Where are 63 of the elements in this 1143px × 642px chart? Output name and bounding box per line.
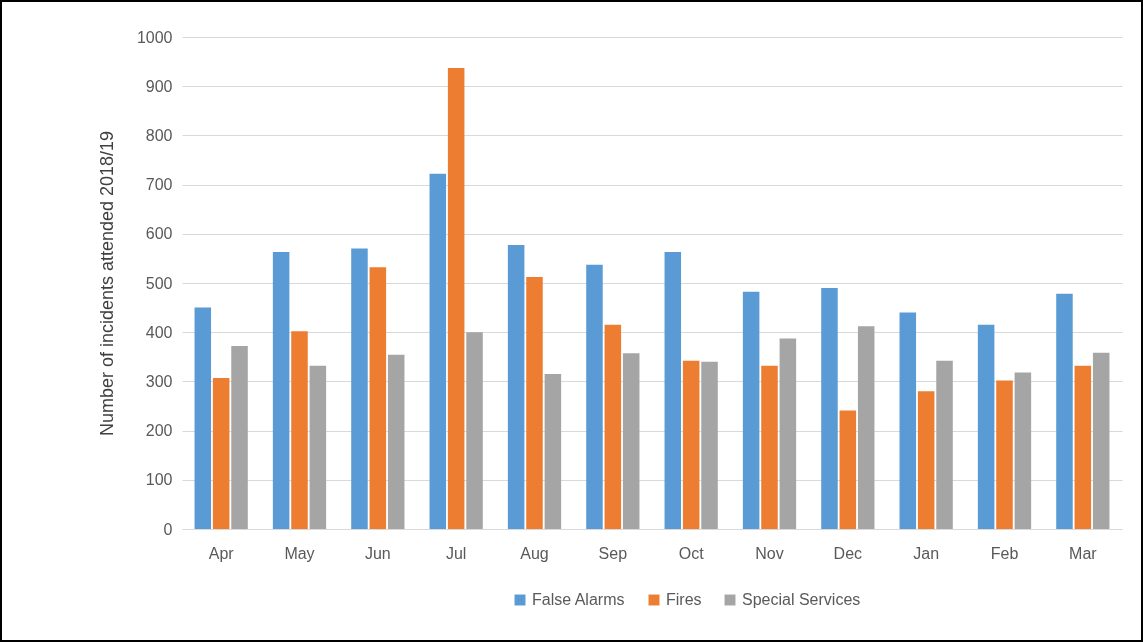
- bar: [917, 391, 935, 529]
- y-tick-label: 400: [145, 323, 173, 341]
- bar: [779, 338, 797, 529]
- bar: [194, 307, 212, 529]
- bar: [507, 245, 525, 529]
- legend-label: Special Services: [742, 591, 861, 608]
- bar: [742, 291, 760, 529]
- bar: [701, 361, 718, 529]
- bar: [231, 345, 248, 529]
- y-tick-label: 200: [145, 422, 173, 440]
- bar: [936, 360, 953, 529]
- bar: [291, 331, 308, 529]
- bar: [212, 377, 230, 529]
- x-tick-label: Mar: [1069, 544, 1098, 562]
- bar: [664, 252, 682, 529]
- y-tick-label: 0: [163, 520, 173, 538]
- bar: [996, 380, 1013, 529]
- bar: [899, 312, 917, 529]
- y-tick-label: 600: [145, 225, 173, 243]
- x-tick-label: Jul: [445, 544, 467, 562]
- y-tick-label: 900: [145, 77, 173, 95]
- bar: [839, 410, 857, 529]
- bar: [977, 324, 995, 529]
- bar: [387, 354, 405, 529]
- bar: [682, 360, 700, 529]
- x-tick-label: Dec: [833, 544, 863, 562]
- bar: [1092, 352, 1110, 529]
- bar: [586, 264, 603, 529]
- bar: [369, 267, 387, 529]
- bar: [466, 332, 483, 529]
- x-tick-label: Aug: [520, 544, 549, 562]
- y-tick-label: 300: [145, 372, 173, 390]
- x-tick-label: Jan: [913, 544, 940, 562]
- legend-label: False Alarms: [532, 591, 625, 608]
- x-tick-label: Sep: [598, 544, 628, 562]
- x-tick-label: Nov: [755, 544, 784, 562]
- bar: [1074, 365, 1092, 529]
- bar: [604, 324, 622, 529]
- x-tick-label: Oct: [678, 544, 705, 562]
- y-tick-label: 800: [145, 126, 173, 144]
- bar: [761, 365, 778, 529]
- x-tick-label: May: [284, 544, 315, 562]
- bar: [1056, 293, 1073, 529]
- y-tick-label: 100: [145, 471, 173, 489]
- y-axis-title: Number of incidents attended 2018/19: [96, 130, 117, 437]
- legend-label: Fires: [666, 591, 702, 608]
- bar: [622, 353, 640, 529]
- y-tick-label: 1000: [136, 28, 173, 46]
- y-tick-label: 700: [145, 176, 173, 194]
- bar: [526, 277, 543, 529]
- bar: [447, 68, 465, 529]
- bar: [857, 326, 875, 529]
- x-tick-label: Jun: [364, 544, 391, 562]
- bar: [309, 365, 327, 529]
- bar: [272, 252, 290, 529]
- bar: [1014, 372, 1032, 529]
- y-tick-label: 500: [145, 274, 173, 292]
- bar: [429, 173, 447, 529]
- x-tick-label: Feb: [990, 544, 1019, 562]
- bar: [544, 374, 562, 529]
- x-tick-label: Apr: [208, 544, 235, 562]
- bar: [821, 287, 838, 529]
- bar: [351, 248, 368, 529]
